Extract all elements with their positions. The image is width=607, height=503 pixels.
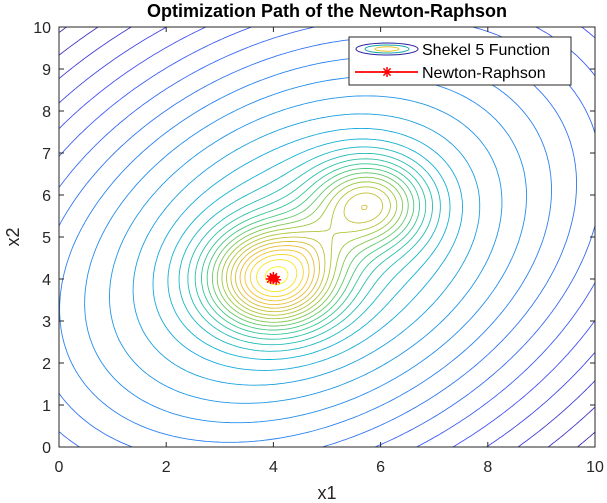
x-axis-label: x1	[317, 483, 336, 503]
y-axis-ticks: 0 1 2 3 4 5 6 7 8 9 10	[33, 20, 595, 457]
y-tick-label: 9	[42, 62, 51, 79]
x-tick-label: 10	[586, 459, 604, 476]
x-tick-label: 4	[269, 459, 278, 476]
y-tick-label: 7	[42, 146, 51, 163]
contour-level-25	[59, 27, 595, 447]
y-tick-label: 10	[33, 20, 51, 37]
path-point-star	[268, 274, 279, 284]
x-tick-label: 6	[376, 459, 385, 476]
contour-level-18	[152, 127, 463, 371]
y-tick-label: 3	[42, 314, 51, 331]
contour-level-12	[206, 167, 415, 331]
contour-level-13	[201, 163, 421, 335]
contour-level-3	[249, 253, 304, 298]
contour-level-23	[59, 36, 577, 447]
contour-level-28	[59, 27, 595, 447]
contour-level-10	[216, 176, 404, 323]
contour-level-1	[264, 266, 289, 286]
legend-path-icon	[355, 67, 418, 77]
legend: Shekel 5 Function Newton-Raphson	[348, 36, 572, 86]
contour-level-26	[59, 27, 595, 447]
plot-area-frame	[58, 26, 596, 448]
contour-level-6	[234, 204, 368, 309]
contour-level-22	[59, 56, 552, 443]
y-tick-label: 8	[42, 104, 51, 121]
contour-level-11	[211, 172, 409, 327]
y-tick-label: 5	[42, 230, 51, 247]
y-tick-label: 1	[42, 398, 51, 415]
contour-level-9	[221, 181, 398, 320]
legend-label-path: Newton-Raphson	[422, 65, 546, 82]
contour-level-15	[187, 152, 434, 346]
contour-level-7	[230, 192, 384, 313]
legend-contour-icon	[355, 42, 419, 56]
x-tick-label: 0	[55, 459, 64, 476]
y-tick-label: 0	[42, 440, 51, 457]
x-tick-label: 8	[483, 459, 492, 476]
y-tick-label: 6	[42, 188, 51, 205]
contour-level-16	[178, 146, 441, 352]
contour-level-30	[59, 27, 595, 447]
chart-title: Optimization Path of the Newton-Raphson	[147, 1, 507, 21]
y-tick-label: 2	[42, 356, 51, 373]
contour-lines	[59, 27, 595, 447]
legend-label-contour: Shekel 5 Function	[422, 42, 550, 59]
contour-level-2	[256, 259, 298, 293]
contour-level-21	[84, 76, 527, 424]
contour-level-20	[109, 95, 503, 404]
y-tick-label: 4	[42, 272, 51, 289]
contour-level-4	[244, 249, 310, 302]
contour-level-5	[239, 245, 315, 306]
contour-level-8	[226, 186, 391, 316]
x-tick-label: 2	[162, 459, 171, 476]
contour-level-14	[194, 158, 427, 340]
y-axis-label: x2	[3, 227, 23, 246]
contour-level-17	[167, 138, 451, 360]
contour-level-19	[132, 113, 481, 386]
x-axis-ticks: 0 2 4 6 8 10	[55, 27, 604, 476]
newton-raphson-path	[265, 271, 282, 285]
